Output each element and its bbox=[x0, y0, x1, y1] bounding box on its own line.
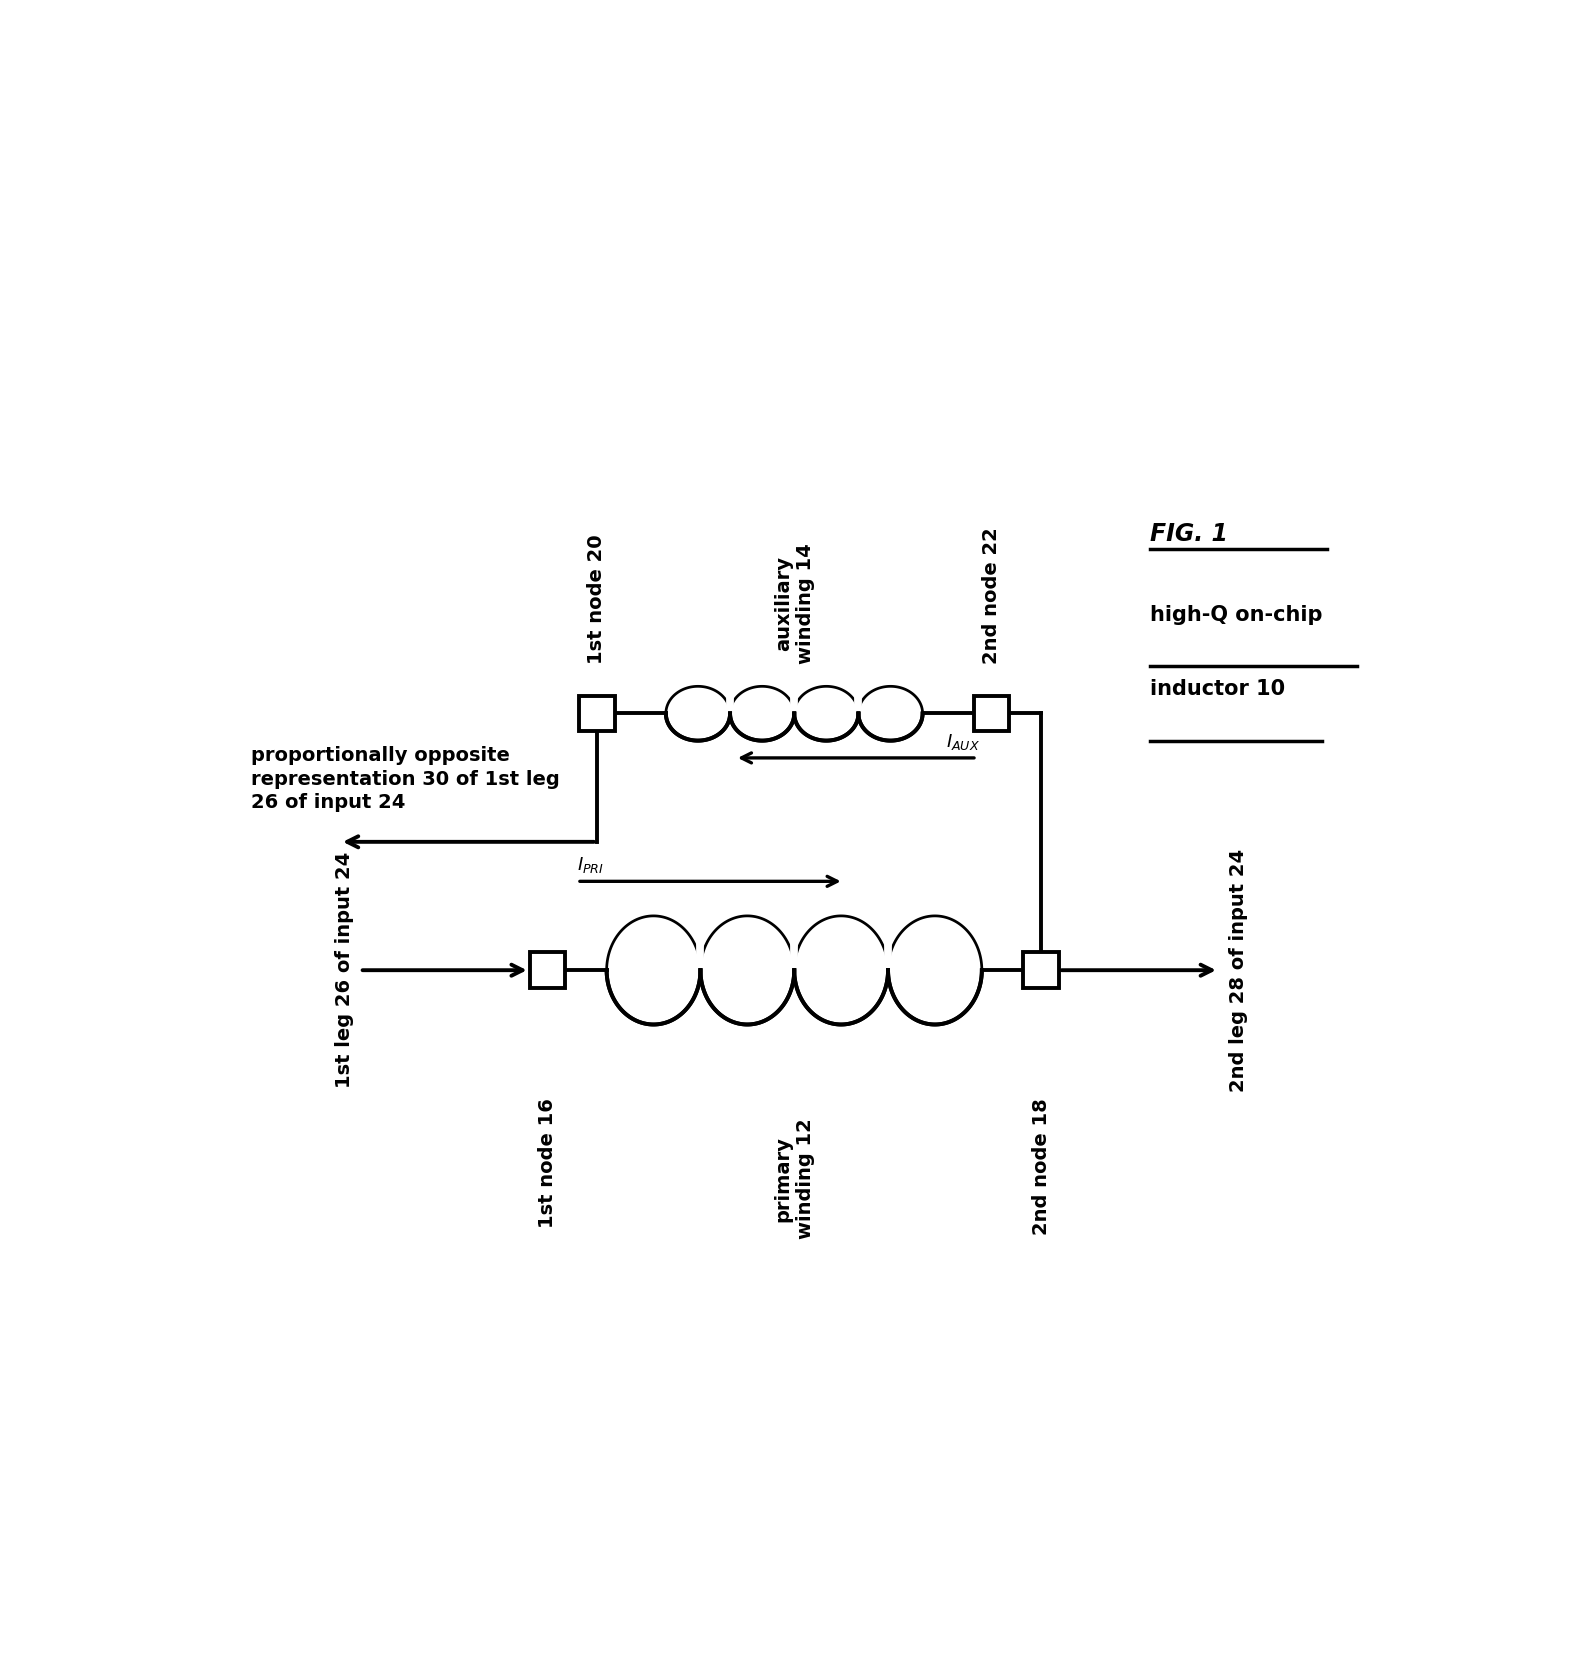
Text: 1st leg 26 of input 24: 1st leg 26 of input 24 bbox=[336, 852, 355, 1089]
Text: 1st node 16: 1st node 16 bbox=[538, 1099, 557, 1229]
Text: FIG. 1: FIG. 1 bbox=[1150, 522, 1227, 545]
Polygon shape bbox=[579, 695, 615, 732]
Text: $I_{AUX}$: $I_{AUX}$ bbox=[946, 732, 981, 752]
Text: inductor 10: inductor 10 bbox=[1150, 678, 1285, 698]
Text: auxiliary
winding 14: auxiliary winding 14 bbox=[774, 543, 814, 663]
Text: primary
winding 12: primary winding 12 bbox=[774, 1119, 814, 1239]
Text: $I_{PRI}$: $I_{PRI}$ bbox=[577, 855, 604, 875]
Text: 2nd leg 28 of input 24: 2nd leg 28 of input 24 bbox=[1229, 849, 1247, 1092]
Text: high-Q on-chip: high-Q on-chip bbox=[1150, 605, 1323, 625]
Polygon shape bbox=[530, 952, 565, 989]
Polygon shape bbox=[1023, 952, 1059, 989]
Polygon shape bbox=[974, 695, 1009, 732]
Text: proportionally opposite
representation 30 of 1st leg
26 of input 24: proportionally opposite representation 3… bbox=[251, 747, 560, 812]
Text: 2nd node 18: 2nd node 18 bbox=[1031, 1099, 1051, 1235]
Text: 2nd node 22: 2nd node 22 bbox=[982, 527, 1001, 663]
Text: 1st node 20: 1st node 20 bbox=[587, 535, 606, 663]
